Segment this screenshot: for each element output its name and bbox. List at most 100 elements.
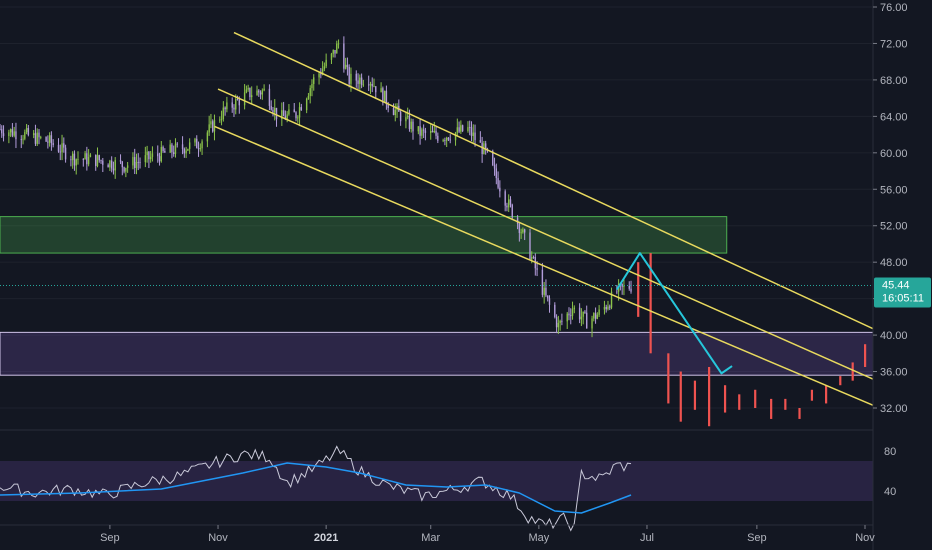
candle-body-88 (219, 119, 221, 121)
candle-body-94 (233, 107, 235, 110)
candle-body-45 (110, 160, 113, 169)
candle-body-73 (181, 144, 184, 150)
candle-body-149 (369, 83, 372, 86)
candle-body-242 (598, 309, 600, 315)
candle-body-41 (100, 160, 102, 161)
candle-body-17 (40, 137, 42, 138)
future-bar-15 (851, 362, 854, 381)
candle-body-54 (134, 157, 136, 168)
candle-body-33 (82, 159, 85, 160)
channel-lines[interactable] (214, 31, 932, 426)
future-bar-9 (770, 398, 773, 419)
candle-body-110 (272, 109, 274, 113)
future-bar-11 (798, 408, 801, 419)
candle-body-117 (288, 109, 290, 115)
candle-body-148 (367, 84, 370, 86)
candle-body-80 (197, 148, 200, 150)
projection-path[interactable] (615, 252, 733, 375)
future-bar-14 (839, 376, 842, 386)
candle-body-95 (235, 99, 237, 110)
price-tick-label-3: 64.00 (880, 111, 908, 123)
candle-body-223 (554, 304, 556, 317)
candle-body-188 (467, 127, 469, 131)
candle-body-219 (543, 287, 545, 295)
candle-body-38 (95, 154, 97, 166)
candle-body-173 (430, 130, 432, 133)
candle-body-14 (34, 133, 37, 144)
candle-body-27 (64, 147, 67, 160)
time-axis[interactable]: Sep Nov 2021 Mar May Jul Sep Nov (100, 525, 875, 544)
candle-body-3 (8, 132, 10, 137)
candle-body-176 (435, 130, 437, 136)
candle-body-177 (437, 135, 439, 141)
time-tick-label-6: Sep (747, 532, 767, 544)
future-bar-13 (825, 385, 828, 404)
candle-body-75 (185, 150, 187, 154)
candle-body-163 (405, 117, 407, 122)
candle-body-114 (282, 110, 285, 117)
candle-body-125 (309, 88, 311, 96)
candle-body-140 (346, 64, 349, 68)
candle-body-25 (61, 143, 63, 153)
time-tick-label-1: Nov (208, 532, 228, 544)
candle-body-116 (286, 114, 288, 120)
candle-body-247 (610, 291, 613, 308)
candle-body-138 (343, 43, 345, 69)
candle-body-187 (461, 125, 464, 131)
candle-body-156 (385, 90, 388, 105)
future-bar-0 (637, 262, 640, 317)
candle-body-74 (183, 149, 186, 154)
candle-body-57 (139, 162, 141, 163)
future-bar-4 (693, 380, 697, 410)
candle-body-123 (305, 98, 308, 111)
candle-body-37 (89, 154, 92, 157)
channel-line-0 (233, 31, 932, 357)
candle-body-137 (337, 43, 340, 45)
candle-body-61 (149, 156, 152, 160)
time-tick-label-0: Sep (100, 532, 120, 544)
candle-body-109 (270, 105, 272, 110)
candle-body-168 (417, 126, 420, 132)
candle-body-81 (199, 148, 201, 150)
candle-body-131 (323, 66, 326, 70)
candle-body-134 (332, 49, 334, 54)
candle-body-196 (484, 143, 487, 149)
candle-body-212 (523, 229, 526, 233)
osc-tick-label-0: 80 (884, 446, 896, 458)
candle-body-56 (137, 161, 139, 163)
candle-body-175 (433, 130, 435, 133)
candle-body-232 (573, 307, 576, 310)
candle-body-172 (424, 130, 427, 133)
future-bar-10 (784, 398, 787, 410)
candle-body-31 (75, 159, 77, 166)
candle-body-102 (251, 95, 253, 98)
candle-body-129 (320, 73, 322, 75)
time-tick-label-5: Jul (640, 532, 654, 544)
price-tick-label-9: 40.00 (880, 330, 908, 342)
candle-body-133 (330, 53, 333, 60)
candle-body-166 (410, 121, 412, 130)
candle-body-10 (24, 132, 26, 139)
candle-body-113 (281, 110, 283, 120)
candle-body-153 (380, 88, 382, 93)
candle-body-238 (591, 318, 593, 329)
candle-body-111 (274, 107, 276, 113)
candle-body-145 (359, 77, 361, 84)
price-axis[interactable] (873, 0, 932, 550)
candle-body-64 (158, 156, 161, 162)
candle-body-77 (188, 142, 191, 149)
candle-body-42 (102, 160, 104, 165)
candle-body-43 (107, 164, 109, 168)
future-bar-7 (738, 394, 741, 410)
candle-body-184 (456, 127, 459, 133)
candle-body-115 (284, 116, 287, 120)
candle-body-105 (259, 92, 262, 95)
candle-body-84 (208, 124, 210, 133)
candle-body-245 (607, 306, 609, 310)
candle-body-211 (522, 229, 524, 233)
candle-body-82 (201, 141, 203, 149)
candle-body-100 (247, 87, 249, 90)
candle-body-35 (86, 153, 88, 165)
candle-body-135 (334, 49, 336, 54)
